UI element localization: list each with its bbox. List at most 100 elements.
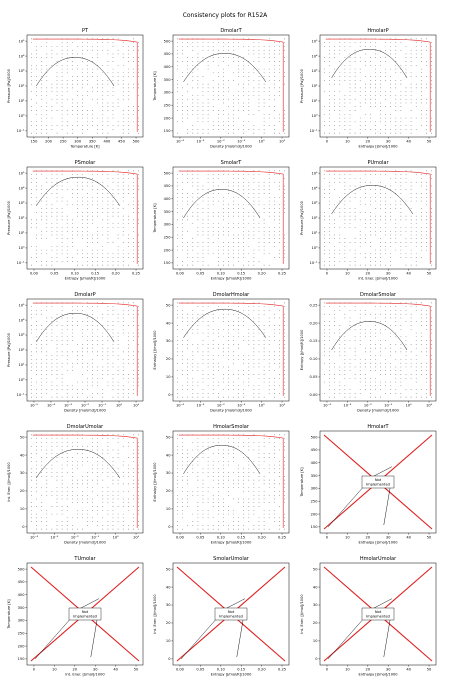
data-point: [395, 38, 397, 40]
data-point: [112, 57, 114, 59]
data-point: [36, 366, 37, 368]
data-point: [390, 261, 392, 262]
data-point: [284, 306, 285, 307]
data-point: [87, 509, 88, 511]
data-point: [46, 129, 48, 130]
data-point: [71, 61, 73, 62]
data-point: [61, 509, 63, 511]
data-point: [284, 468, 285, 470]
data-point: [61, 381, 63, 383]
data-point: [420, 98, 422, 100]
data-point: [263, 193, 265, 194]
y-tick-label: 0: [22, 525, 25, 529]
data-point: [127, 442, 129, 443]
data-point: [182, 479, 183, 481]
data-point: [207, 525, 209, 526]
y-tick-label: 10²: [18, 84, 25, 88]
data-point: [248, 468, 250, 470]
data-point: [400, 317, 402, 319]
y-tick-label: 10⁵: [311, 39, 318, 43]
data-point: [77, 76, 78, 77]
data-point: [192, 64, 194, 66]
data-point: [248, 506, 250, 507]
data-point: [395, 87, 397, 89]
data-point: [395, 106, 397, 108]
data-point: [334, 245, 336, 247]
data-point: [431, 328, 432, 330]
data-point: [228, 336, 229, 338]
data-point: [56, 336, 58, 338]
data-point: [66, 442, 68, 443]
data-point: [284, 302, 285, 304]
data-point: [380, 227, 381, 228]
data-point: [187, 325, 189, 326]
data-point: [405, 87, 407, 89]
data-point: [117, 204, 119, 206]
data-point: [233, 351, 234, 353]
data-point: [233, 189, 234, 191]
data-point: [212, 42, 214, 43]
data-point: [182, 509, 183, 511]
data-point: [233, 487, 234, 488]
data-point: [349, 200, 351, 202]
data-point: [122, 117, 124, 119]
data-point: [228, 479, 229, 481]
data-point: [273, 87, 275, 89]
data-point: [370, 332, 371, 334]
data-point: [133, 442, 134, 443]
data-point: [217, 125, 219, 126]
data-point: [263, 328, 265, 330]
data-point: [197, 506, 199, 507]
data-point: [56, 370, 58, 372]
data-point: [223, 517, 224, 519]
data-point: [354, 366, 356, 368]
data-point: [395, 336, 397, 338]
data-point: [51, 381, 53, 383]
data-point: [41, 517, 43, 519]
data-point: [359, 325, 361, 326]
data-point: [233, 359, 234, 360]
data-point: [61, 185, 63, 187]
data-point: [36, 483, 37, 485]
data-point: [390, 366, 392, 368]
data-point: [354, 57, 356, 59]
data-point: [253, 253, 255, 255]
data-point: [122, 351, 124, 353]
data-point: [187, 91, 189, 92]
data-point: [112, 525, 114, 526]
data-point: [82, 445, 83, 447]
data-point: [364, 212, 366, 213]
data-point: [329, 64, 330, 66]
data-point: [410, 38, 412, 40]
data-point: [31, 502, 32, 504]
data-point: [56, 110, 58, 111]
x-tick-label: 0.20: [258, 272, 267, 276]
data-point: [273, 494, 275, 496]
data-point: [133, 468, 134, 470]
data-point: [36, 196, 37, 198]
data-point: [415, 219, 417, 221]
data-point: [56, 313, 58, 315]
data-point: [410, 185, 412, 187]
data-point: [61, 332, 63, 334]
data-point: [92, 219, 93, 221]
data-point: [253, 306, 255, 307]
data-point: [375, 328, 376, 330]
x-tick-label: 40: [406, 272, 411, 276]
x-tick-label: 30: [386, 536, 391, 540]
data-point: [102, 249, 104, 251]
x-tick-label: 20: [366, 140, 371, 144]
data-point: [395, 46, 397, 47]
data-point: [82, 460, 83, 462]
data-point: [187, 106, 189, 108]
data-point: [258, 385, 260, 387]
data-point: [36, 91, 37, 92]
data-point: [284, 332, 285, 334]
data-point: [41, 264, 43, 266]
data-point: [359, 242, 361, 243]
data-point: [182, 476, 183, 477]
data-point: [197, 449, 199, 451]
data-point: [223, 506, 224, 507]
data-point: [248, 204, 250, 206]
data-point: [370, 393, 371, 394]
